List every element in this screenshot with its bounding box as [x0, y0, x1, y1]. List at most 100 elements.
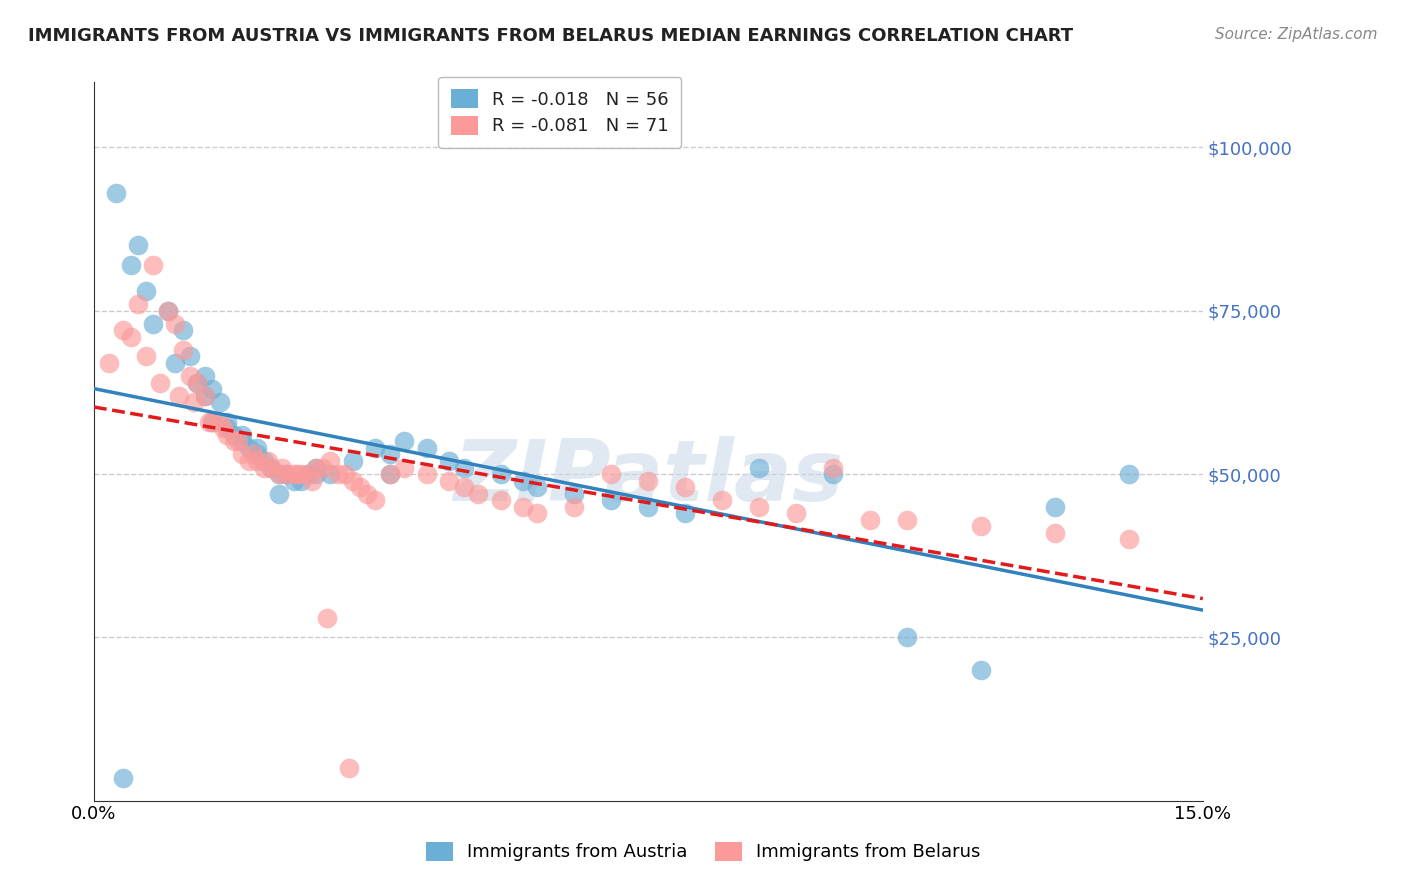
Point	[201, 415, 224, 429]
Point	[349, 480, 371, 494]
Point	[256, 454, 278, 468]
Point	[271, 460, 294, 475]
Point	[637, 474, 659, 488]
Point	[186, 376, 208, 390]
Point	[305, 460, 328, 475]
Point	[394, 460, 416, 475]
Point	[785, 506, 807, 520]
Point	[105, 186, 128, 201]
Point	[437, 474, 460, 488]
Point	[564, 486, 586, 500]
Point	[342, 474, 364, 488]
Point	[356, 486, 378, 500]
Point	[224, 428, 246, 442]
Point	[342, 454, 364, 468]
Point	[212, 421, 235, 435]
Point	[1043, 500, 1066, 514]
Point	[301, 474, 323, 488]
Point	[305, 467, 328, 481]
Point	[231, 434, 253, 449]
Text: ZIPatlas: ZIPatlas	[453, 436, 844, 519]
Point	[135, 284, 157, 298]
Point	[637, 500, 659, 514]
Point	[859, 513, 882, 527]
Point	[283, 474, 305, 488]
Point	[526, 480, 548, 494]
Point	[283, 467, 305, 481]
Point	[197, 415, 219, 429]
Point	[276, 467, 298, 481]
Point	[748, 500, 770, 514]
Point	[297, 467, 319, 481]
Point	[489, 493, 512, 508]
Point	[260, 460, 283, 475]
Point	[453, 480, 475, 494]
Point	[226, 434, 249, 449]
Point	[823, 460, 845, 475]
Point	[312, 460, 335, 475]
Point	[242, 447, 264, 461]
Point	[156, 303, 179, 318]
Point	[253, 454, 276, 468]
Point	[326, 467, 349, 481]
Point	[253, 460, 276, 475]
Point	[208, 415, 231, 429]
Point	[276, 467, 298, 481]
Point	[238, 454, 260, 468]
Point	[453, 460, 475, 475]
Point	[896, 513, 918, 527]
Point	[194, 369, 217, 384]
Point	[267, 467, 290, 481]
Point	[673, 480, 696, 494]
Point	[378, 447, 401, 461]
Point	[245, 454, 267, 468]
Point	[231, 428, 253, 442]
Point	[172, 343, 194, 357]
Point	[319, 467, 342, 481]
Point	[260, 460, 283, 475]
Point	[97, 356, 120, 370]
Point	[1118, 467, 1140, 481]
Point	[165, 317, 187, 331]
Point	[823, 467, 845, 481]
Point	[512, 500, 534, 514]
Text: IMMIGRANTS FROM AUSTRIA VS IMMIGRANTS FROM BELARUS MEDIAN EARNINGS CORRELATION C: IMMIGRANTS FROM AUSTRIA VS IMMIGRANTS FR…	[28, 27, 1073, 45]
Point	[896, 630, 918, 644]
Point	[127, 238, 149, 252]
Point	[600, 493, 623, 508]
Point	[156, 303, 179, 318]
Point	[172, 323, 194, 337]
Point	[149, 376, 172, 390]
Point	[112, 771, 135, 785]
Point	[335, 467, 357, 481]
Point	[1043, 525, 1066, 540]
Point	[711, 493, 734, 508]
Point	[364, 493, 387, 508]
Point	[337, 761, 360, 775]
Point	[208, 395, 231, 409]
Point	[238, 441, 260, 455]
Point	[112, 323, 135, 337]
Point	[970, 519, 993, 533]
Point	[215, 421, 238, 435]
Point	[215, 428, 238, 442]
Point	[319, 454, 342, 468]
Point	[201, 382, 224, 396]
Point	[201, 415, 224, 429]
Point	[378, 467, 401, 481]
Point	[673, 506, 696, 520]
Point	[127, 297, 149, 311]
Text: Source: ZipAtlas.com: Source: ZipAtlas.com	[1215, 27, 1378, 42]
Point	[194, 389, 217, 403]
Point	[415, 467, 437, 481]
Point	[290, 474, 312, 488]
Point	[120, 258, 142, 272]
Point	[489, 467, 512, 481]
Point	[142, 317, 165, 331]
Point	[297, 467, 319, 481]
Point	[394, 434, 416, 449]
Point	[120, 330, 142, 344]
Point	[564, 500, 586, 514]
Point	[437, 454, 460, 468]
Point	[285, 467, 308, 481]
